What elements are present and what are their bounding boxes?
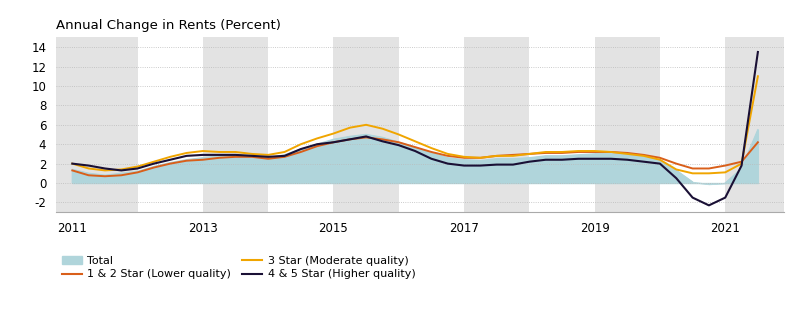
Bar — [726, 37, 784, 212]
Legend: Total, 1 & 2 Star (Lower quality), 3 Star (Moderate quality), 4 & 5 Star (Higher: Total, 1 & 2 Star (Lower quality), 3 Sta… — [62, 256, 415, 280]
Bar — [203, 37, 268, 212]
Bar — [464, 37, 530, 212]
Bar — [334, 37, 398, 212]
Bar — [594, 37, 660, 212]
Text: Annual Change in Rents (Percent): Annual Change in Rents (Percent) — [56, 19, 281, 32]
Bar — [56, 37, 138, 212]
